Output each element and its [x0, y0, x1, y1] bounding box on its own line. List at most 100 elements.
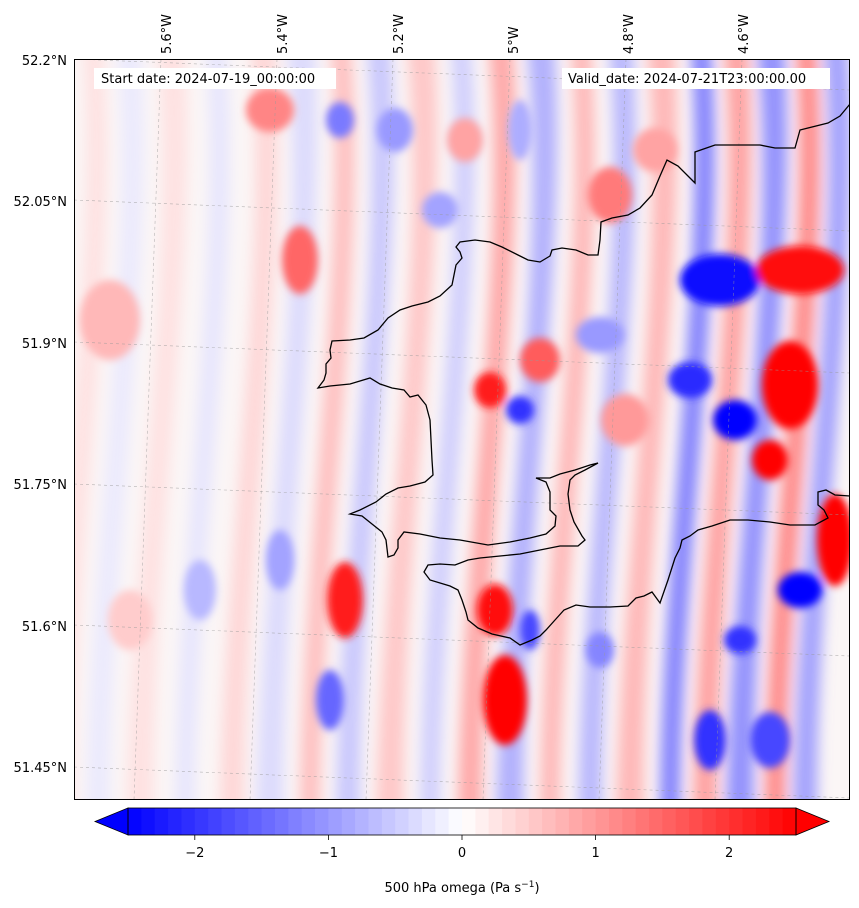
colorbar-segment	[421, 808, 436, 835]
colorbar-tick-label: −2	[185, 846, 204, 861]
omega-cell	[326, 102, 354, 138]
colorbar-segment	[368, 808, 383, 835]
longitude-labels: 5.6°W 5.4°W 5.2°W 5°W 4.8°W 4.6°W	[160, 14, 752, 54]
colorbar-segment	[154, 808, 169, 835]
colorbar-segment	[542, 808, 557, 835]
omega-band	[175, 59, 230, 800]
omega-band	[300, 59, 355, 800]
valid-date-box	[562, 68, 830, 89]
colorbar-segment	[208, 808, 223, 835]
colorbar-segment	[274, 808, 289, 835]
omega-cell	[576, 317, 624, 353]
omega-band	[458, 59, 516, 800]
lon-label: 5.4°W	[276, 14, 291, 54]
colorbar-segment	[488, 808, 503, 835]
colorbar-segment	[355, 808, 370, 835]
colorbar-segment	[341, 808, 356, 835]
colorbar-segment	[248, 808, 263, 835]
omega-cell	[520, 338, 560, 382]
omega-cell	[483, 655, 527, 745]
omega-cell	[477, 584, 513, 636]
colorbar-segment	[128, 808, 142, 835]
colorbar-segment	[555, 808, 570, 835]
omega-cell	[778, 572, 822, 608]
colorbar-segment	[702, 808, 717, 835]
lat-label: 52.2°N	[22, 54, 67, 69]
colorbar-segment	[288, 808, 303, 835]
omega-cell	[80, 280, 140, 360]
colorbar-segment	[475, 808, 490, 835]
map-panel: Start date: 2024-07-19_00:00:00 Valid_da…	[74, 59, 850, 800]
colorbar-segment	[181, 808, 196, 835]
omega-cell	[762, 341, 818, 429]
latitude-labels: 52.2°N 52.05°N 51.9°N 51.75°N 51.6°N 51.…	[14, 54, 67, 776]
lat-label: 51.45°N	[14, 761, 67, 776]
colorbar-segment	[328, 808, 343, 835]
lat-label: 51.75°N	[14, 478, 67, 493]
omega-cell	[694, 710, 726, 770]
colorbar-segment	[515, 808, 530, 835]
colorbar-segment	[381, 808, 396, 835]
start-date-label: Start date: 2024-07-19_00:00:00	[101, 72, 315, 87]
omega-cell	[327, 562, 363, 638]
omega-band	[376, 59, 438, 800]
colorbar-segment	[301, 808, 316, 835]
omega-band	[420, 59, 475, 800]
colorbar-segment	[168, 808, 183, 835]
coastline-north	[316, 103, 850, 646]
colorbar-segment	[622, 808, 637, 835]
omega-cell	[184, 560, 216, 620]
lat-label: 52.05°N	[14, 195, 67, 210]
omega-cell	[508, 100, 532, 160]
colorbar-segment	[689, 808, 704, 835]
colorbar-segment	[528, 808, 543, 835]
colorbar-segment	[755, 808, 770, 835]
colorbar-segment	[649, 808, 663, 835]
omega-cell	[588, 167, 632, 223]
omega-cell	[668, 362, 712, 398]
colorbar-segment	[395, 808, 410, 835]
omega-cell	[724, 626, 756, 654]
omega-cell	[447, 118, 483, 162]
lon-label: 5.6°W	[160, 14, 175, 54]
omega-cell	[817, 494, 850, 586]
colorbar-ticks: −2 −1 0 1 2	[185, 835, 733, 861]
colorbar-segment	[729, 808, 744, 835]
colorbar-segment	[582, 808, 597, 835]
lon-label: 4.8°W	[622, 14, 637, 54]
colorbar-segment	[715, 808, 730, 835]
omega-band	[660, 59, 715, 800]
colorbar-segment	[675, 808, 690, 835]
omega-cell	[713, 400, 757, 440]
colorbar-segments	[128, 808, 797, 835]
colorbar-tick-label: −1	[319, 846, 338, 861]
colorbar-segment	[194, 808, 209, 835]
omega-cell	[474, 372, 506, 408]
omega-cell	[506, 396, 534, 424]
colorbar-segment	[261, 808, 276, 835]
omega-cell	[680, 254, 760, 306]
colorbar-segment	[502, 808, 517, 835]
colorbar-segment	[448, 808, 463, 835]
omega-band	[793, 59, 850, 800]
colorbar-segment	[568, 808, 583, 835]
colorbar-segment	[234, 808, 249, 835]
omega-band	[74, 59, 107, 725]
omega-cell	[316, 670, 344, 730]
omega-band	[86, 59, 144, 800]
start-date-box	[94, 68, 336, 89]
omega-band	[726, 59, 788, 800]
omega-cell	[601, 394, 649, 446]
omega-field-strong-cells	[80, 88, 850, 770]
colorbar-extend-low	[93, 807, 129, 836]
colorbar-segment	[221, 808, 236, 835]
colorbar-segment	[408, 808, 423, 835]
colorbar-segment	[662, 808, 677, 835]
colorbar-segment	[315, 808, 329, 835]
omega-cell	[756, 246, 844, 294]
colorbar-tick-label: 0	[458, 846, 466, 861]
omega-cell	[266, 530, 294, 590]
lat-label: 51.6°N	[22, 620, 67, 635]
colorbar-segment	[782, 808, 797, 835]
lon-label: 4.6°W	[737, 14, 752, 54]
